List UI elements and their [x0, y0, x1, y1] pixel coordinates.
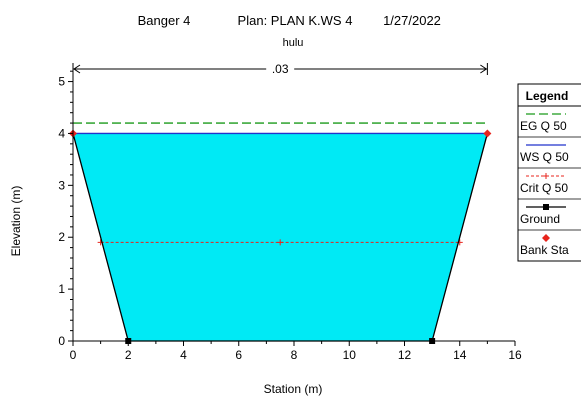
x-tick-label: 12	[398, 348, 412, 362]
legend: Legend EG Q 50 WS Q 50 Crit Q 50 Ground Bank …	[517, 83, 581, 262]
y-tick-label: 3	[58, 178, 65, 192]
y-tick-label: 1	[58, 282, 65, 296]
manning-arrow-left	[73, 64, 81, 74]
legend-label: EG Q 50	[520, 119, 567, 133]
plan-name: Plan: PLAN K.WS 4	[238, 13, 353, 28]
chart-header: Banger 4 Plan: PLAN K.WS 4 1/27/2022 hul…	[138, 13, 441, 49]
legend-symbol-bank	[542, 234, 550, 242]
x-tick-label: 2	[125, 348, 132, 362]
plot-area: .03	[69, 61, 492, 344]
x-tick-label: 6	[235, 348, 242, 362]
x-tick-label: 14	[453, 348, 467, 362]
y-tick-label: 0	[58, 334, 65, 348]
legend-label: WS Q 50	[520, 150, 569, 164]
legend-symbol-crit-marker	[543, 173, 549, 179]
legend-title: Legend	[526, 89, 569, 103]
legend-box	[517, 83, 581, 262]
y-axis-label: Elevation (m)	[9, 186, 23, 257]
legend-symbol-ground-marker	[543, 204, 549, 210]
y-tick-label: 4	[58, 126, 65, 140]
legend-label: Crit Q 50	[520, 181, 568, 195]
crit-marker	[277, 239, 284, 246]
manning-label-bg	[266, 61, 295, 75]
x-axis-label: Station (m)	[264, 382, 323, 396]
x-tick-label: 0	[70, 348, 77, 362]
y-tick-label: 2	[58, 230, 65, 244]
legend-label: Ground	[520, 212, 560, 226]
chart-subtitle: hulu	[283, 37, 304, 49]
x-tick-label: 8	[291, 348, 298, 362]
x-tick-label: 4	[180, 348, 187, 362]
water-area	[73, 133, 488, 341]
legend-label: Bank Sta	[520, 243, 569, 257]
x-tick-label: 10	[343, 348, 357, 362]
manning-arrow-right	[480, 64, 488, 74]
manning-label: .03	[272, 62, 289, 76]
y-tick-label: 5	[58, 75, 65, 89]
project-name: Banger 4	[138, 13, 191, 28]
x-tick-label: 16	[508, 348, 522, 362]
plan-date: 1/27/2022	[383, 13, 441, 28]
bank-station-marker	[483, 129, 492, 138]
